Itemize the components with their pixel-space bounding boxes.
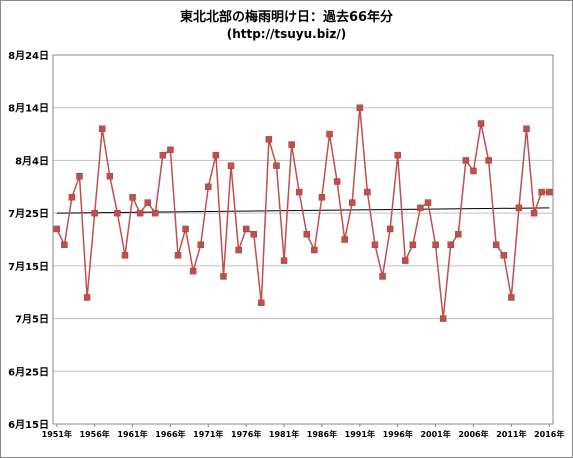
data-point	[235, 246, 242, 254]
data-point	[76, 172, 83, 180]
data-point	[227, 162, 235, 169]
data-point	[182, 225, 189, 233]
data-point	[356, 104, 364, 111]
x-tick-label: 1981年	[269, 429, 299, 439]
data-point	[455, 230, 462, 238]
data-point	[53, 225, 61, 233]
data-point	[288, 141, 295, 148]
data-point	[159, 151, 167, 159]
data-point	[364, 188, 371, 196]
data-point	[538, 188, 545, 196]
data-point	[500, 252, 508, 259]
data-point	[295, 188, 303, 196]
x-tick-label: 1996年	[383, 429, 413, 439]
chart-title: 東北北部の梅雨明け日：過去66年分	[179, 10, 394, 25]
data-point	[477, 120, 485, 127]
data-point	[91, 209, 98, 217]
data-point	[333, 178, 341, 185]
data-point	[250, 230, 258, 238]
data-point	[341, 236, 348, 243]
y-tick-label: 7月15日	[8, 261, 49, 273]
data-point	[515, 204, 523, 212]
x-tick-label: 2001年	[420, 429, 450, 439]
data-point	[68, 194, 76, 201]
data-point	[523, 125, 530, 133]
y-tick-label: 8月4日	[15, 155, 49, 167]
data-point	[318, 194, 326, 201]
x-tick-label: 2011年	[496, 429, 526, 439]
data-point	[447, 241, 454, 249]
y-tick-label: 7月5日	[15, 314, 49, 326]
data-point	[530, 209, 538, 217]
data-point	[326, 130, 333, 138]
data-point	[280, 257, 288, 264]
y-tick-label: 6月15日	[8, 419, 49, 431]
data-point	[379, 273, 386, 280]
data-point	[197, 241, 204, 249]
data-point	[508, 294, 515, 301]
y-tick-label: 8月14日	[8, 103, 49, 115]
data-point	[462, 157, 470, 164]
data-point	[144, 199, 151, 206]
data-point	[265, 136, 273, 143]
data-point	[258, 299, 265, 307]
data-point	[273, 162, 280, 169]
x-tick-label: 1961年	[117, 429, 147, 439]
data-point	[417, 204, 424, 212]
x-tick-label: 1971年	[193, 429, 223, 439]
x-tick-label: 2016年	[534, 429, 564, 439]
data-point	[83, 294, 91, 301]
x-tick-label: 1966年	[155, 429, 185, 439]
data-point	[371, 241, 379, 249]
data-point	[167, 146, 174, 154]
data-point	[212, 151, 220, 159]
data-point	[220, 273, 227, 280]
data-point	[98, 125, 106, 133]
data-point	[114, 209, 121, 217]
data-point	[402, 257, 409, 264]
x-tick-label: 1991年	[345, 429, 375, 439]
data-point	[409, 241, 417, 249]
data-point	[61, 241, 68, 249]
x-tick-label: 1976年	[231, 429, 261, 439]
data-point	[386, 225, 394, 233]
data-point	[424, 199, 432, 206]
chart-subtitle: (http://tsuyu.biz/)	[226, 27, 347, 41]
x-tick-label: 1951年	[42, 429, 72, 439]
data-point	[394, 151, 401, 159]
x-tick-label: 1956年	[80, 429, 110, 439]
x-tick-label: 1986年	[307, 429, 337, 439]
data-point	[152, 209, 159, 217]
data-point	[485, 157, 492, 164]
data-point	[470, 167, 477, 175]
plot-area-border	[52, 54, 554, 425]
data-point	[205, 183, 212, 191]
y-tick-label: 6月25日	[8, 366, 49, 378]
data-point	[311, 246, 318, 254]
y-tick-label: 7月25日	[8, 208, 49, 220]
data-point	[189, 267, 197, 275]
y-tick-label: 8月24日	[8, 50, 49, 62]
data-point	[242, 225, 250, 233]
data-point	[121, 252, 129, 259]
data-point	[106, 172, 114, 180]
data-point	[439, 315, 447, 322]
data-point	[129, 194, 136, 201]
data-point	[174, 252, 182, 259]
data-point	[492, 241, 500, 249]
data-point	[432, 241, 439, 249]
data-point	[348, 199, 356, 206]
data-point	[303, 230, 311, 238]
data-point	[545, 188, 553, 196]
x-tick-label: 2006年	[458, 429, 488, 439]
data-point	[136, 209, 144, 217]
